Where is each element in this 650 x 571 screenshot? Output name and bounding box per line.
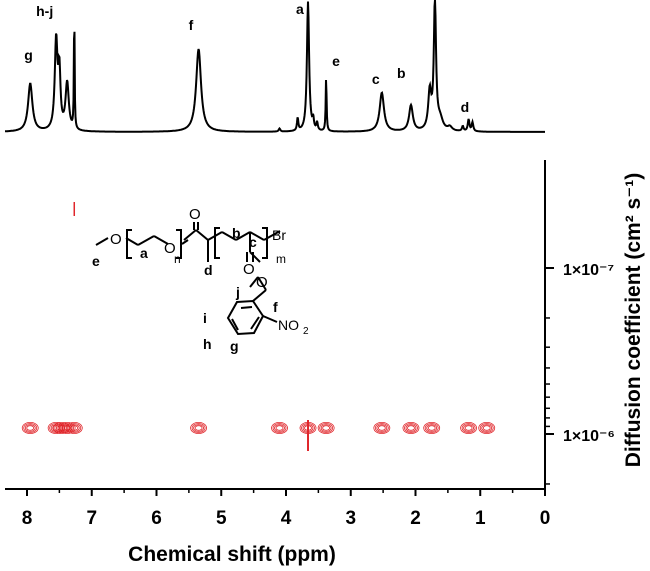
contour-peak bbox=[373, 421, 391, 434]
contour-peak bbox=[478, 421, 496, 434]
struct-label-o5: O bbox=[256, 274, 268, 291]
peak-label-b: b bbox=[397, 65, 406, 81]
struct-label-o3: O bbox=[189, 206, 201, 223]
x-tick-label: 0 bbox=[540, 508, 551, 529]
struct-label-g: g bbox=[230, 338, 239, 354]
struct-label-d: d bbox=[204, 262, 213, 278]
x-tick-label: 5 bbox=[216, 508, 227, 529]
x-tick-label: 8 bbox=[22, 508, 33, 529]
contour-peak bbox=[65, 421, 83, 434]
struct-label-n: n bbox=[174, 252, 181, 266]
contour-peaks bbox=[21, 202, 496, 451]
struct-label-o2: O bbox=[164, 240, 176, 257]
contour-plot: 8 7 6 5 4 3 2 1 0 1×10⁻⁷ 1×10⁻⁶ Chemical shift (… bbox=[5, 160, 645, 566]
peak-label-e: e bbox=[332, 53, 340, 69]
contour-peak bbox=[460, 421, 477, 434]
structure-labels: O O O O O Br NO 2 a b c d e f g h i j n … bbox=[92, 206, 309, 354]
peak-label-a: a bbox=[296, 1, 304, 17]
struct-label-no2: NO bbox=[278, 317, 299, 333]
y-axis-title: Diffusion coefficient (cm² s⁻¹) bbox=[622, 173, 645, 468]
peak-label-c: c bbox=[372, 71, 380, 87]
struct-label-e: e bbox=[92, 253, 100, 269]
spectrum-trace bbox=[5, 0, 545, 133]
x-tick-label: 1 bbox=[475, 508, 486, 529]
x-tick-label: 4 bbox=[281, 508, 292, 529]
y-tick-label-lower: 1×10⁻⁶ bbox=[563, 428, 615, 445]
struct-label-c: c bbox=[249, 234, 257, 250]
contour-peak bbox=[190, 421, 207, 434]
struct-label-o4: O bbox=[243, 261, 255, 278]
contour-peak bbox=[402, 421, 420, 434]
nmr-spectrum: g h-j f a e c b d bbox=[5, 0, 545, 133]
struct-label-o1: O bbox=[110, 231, 122, 248]
contour-peak bbox=[317, 421, 335, 434]
x-tick-label: 7 bbox=[86, 508, 97, 529]
struct-label-b: b bbox=[232, 225, 241, 241]
contour-peak bbox=[21, 421, 39, 434]
peak-label-g: g bbox=[24, 47, 33, 63]
y-axis-minor-ticks bbox=[545, 267, 554, 485]
peak-labels: g h-j f a e c b d bbox=[24, 1, 469, 115]
peak-label-d: d bbox=[461, 99, 470, 115]
struct-label-h: h bbox=[203, 336, 212, 352]
contour-peak bbox=[271, 421, 288, 434]
x-tick-label: 2 bbox=[410, 508, 421, 529]
x-axis-title: Chemical shift (ppm) bbox=[128, 543, 336, 566]
struct-label-m: m bbox=[276, 252, 286, 266]
struct-label-j: j bbox=[235, 284, 240, 300]
peak-label-f: f bbox=[189, 17, 194, 33]
y-tick-label-upper: 1×10⁻⁷ bbox=[563, 262, 614, 279]
x-tick-label: 6 bbox=[151, 508, 162, 529]
struct-no2-subscript: 2 bbox=[303, 326, 309, 337]
struct-label-a: a bbox=[140, 245, 148, 261]
chemical-structure bbox=[95, 222, 281, 336]
contour-peak bbox=[423, 421, 441, 434]
struct-label-i: i bbox=[203, 310, 207, 326]
x-tick-label: 3 bbox=[345, 508, 356, 529]
struct-label-f: f bbox=[273, 299, 278, 315]
x-axis-ticks: 8 7 6 5 4 3 2 1 0 bbox=[22, 489, 551, 529]
struct-label-br: Br bbox=[272, 227, 286, 243]
peak-label-h-j: h-j bbox=[36, 3, 53, 19]
